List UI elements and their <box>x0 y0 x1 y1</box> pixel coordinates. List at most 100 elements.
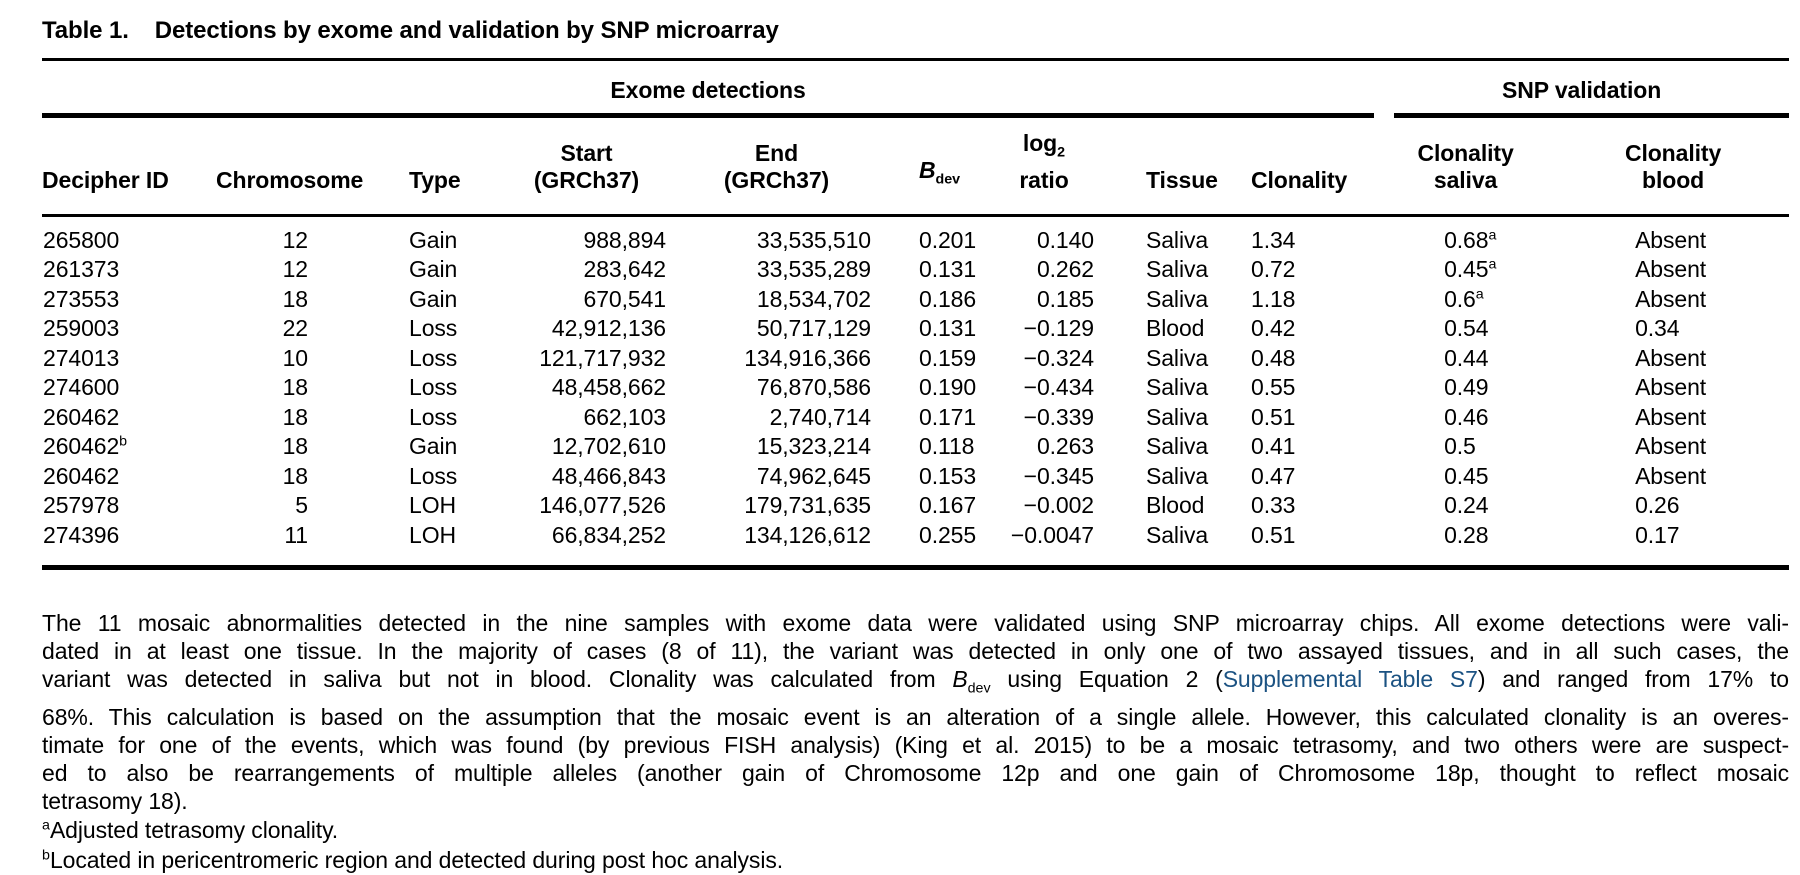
footnote-paragraph-line: ed to also be rearrangements of multiple… <box>42 759 1789 786</box>
cell-clonality: 0.55 <box>1251 374 1296 401</box>
table-row: 274396 11 LOH 66,834,252 134,126,612 0.255 −0.… <box>42 521 1789 566</box>
cell-type: Loss <box>409 374 458 401</box>
cell-chromosome: 5 <box>295 492 308 519</box>
cell-clonality-blood: 0.26 <box>1635 492 1680 519</box>
cell-clonality-saliva: 0.49 <box>1444 374 1489 401</box>
footnote-paragraph-line: dated in at least one tissue. In the maj… <box>42 638 1789 665</box>
cell-log2-ratio: −0.339 <box>1023 403 1094 430</box>
cell-start-grch37: 662,103 <box>583 403 667 430</box>
cell-start-grch37: 12,702,610 <box>551 433 666 460</box>
cell-chromosome: 12 <box>282 226 308 253</box>
cell-end-grch37: 15,323,214 <box>756 433 871 460</box>
cell-decipher-id: 273553 <box>43 285 120 312</box>
cell-decipher-id: 260462 <box>43 403 120 430</box>
cell-bdev: 0.167 <box>919 492 977 519</box>
cell-decipher-id: 259003 <box>43 315 120 342</box>
cell-bdev: 0.159 <box>919 344 977 371</box>
cell-tissue: Saliva <box>1146 374 1209 401</box>
cell-bdev: 0.153 <box>919 462 977 489</box>
cell-end-grch37: 50,717,129 <box>756 315 871 342</box>
table-row: 260462b 18 Gain 12,702,610 15,323,214 0.118 0.… <box>42 432 1789 462</box>
cell-clonality: 0.42 <box>1251 315 1296 342</box>
cell-clonality: 1.34 <box>1251 226 1296 253</box>
cell-log2-ratio: −0.434 <box>1023 374 1094 401</box>
cell-tissue: Saliva <box>1146 403 1209 430</box>
cell-chromosome: 18 <box>282 285 308 312</box>
cell-type: Loss <box>409 315 458 342</box>
cell-end-grch37: 134,916,366 <box>744 344 871 371</box>
table-body: 265800 12 Gain 988,894 33,535,510 0.201 0.140 S… <box>42 217 1789 566</box>
cell-decipher-id: 260462 <box>43 462 120 489</box>
cell-clonality-saliva: 0.54 <box>1444 315 1489 342</box>
cell-bdev: 0.131 <box>919 256 977 283</box>
cell-clonality-blood: Absent <box>1635 344 1707 371</box>
group-header-snp-validation: SNP validation <box>1374 61 1790 118</box>
cell-bdev: 0.171 <box>919 403 977 430</box>
cell-end-grch37: 33,535,510 <box>756 226 871 253</box>
data-table: Exome detections SNP validation Decipher… <box>42 61 1790 571</box>
cell-bdev: 0.131 <box>919 315 977 342</box>
cell-type: Gain <box>409 256 458 283</box>
supplemental-table-link[interactable]: Supplemental Table S7 <box>1222 666 1478 693</box>
table-row: 259003 22 Loss 42,912,136 50,717,129 0.131 −0.… <box>42 314 1789 344</box>
cell-clonality-saliva: 0.68a <box>1444 226 1497 253</box>
cell-log2-ratio: 0.140 <box>1036 226 1094 253</box>
column-header-decipher-id: Decipher ID <box>42 118 199 217</box>
cell-start-grch37: 146,077,526 <box>539 492 666 519</box>
cell-start-grch37: 48,458,662 <box>551 374 666 401</box>
cell-end-grch37: 33,535,289 <box>756 256 871 283</box>
cell-clonality-blood: 0.34 <box>1635 315 1680 342</box>
cell-log2-ratio: −0.129 <box>1023 315 1094 342</box>
table-row: 257978 5 LOH 146,077,526 179,731,635 0.167 −0.… <box>42 491 1789 521</box>
table-row: 273553 18 Gain 670,541 18,534,702 0.186 0.185 S… <box>42 285 1789 315</box>
column-header-clonality-saliva: Clonality saliva <box>1374 118 1558 217</box>
cell-type: LOH <box>409 521 456 548</box>
cell-decipher-id: 261373 <box>43 256 120 283</box>
cell-clonality: 0.48 <box>1251 344 1296 371</box>
cell-chromosome: 18 <box>282 403 308 430</box>
table-row: 274600 18 Loss 48,458,662 76,870,586 0.190 −0.… <box>42 373 1789 403</box>
cell-end-grch37: 76,870,586 <box>756 374 871 401</box>
cell-clonality-blood: 0.17 <box>1635 521 1680 548</box>
cell-decipher-id: 274013 <box>43 344 120 371</box>
cell-clonality-saliva: 0.28 <box>1444 521 1489 548</box>
cell-clonality-saliva: 0.6a <box>1444 285 1484 312</box>
cell-type: Loss <box>409 462 458 489</box>
cell-type: LOH <box>409 492 456 519</box>
table-row: 261373 12 Gain 283,642 33,535,289 0.131 0.262 S… <box>42 255 1789 285</box>
cell-clonality-saliva: 0.45 <box>1444 462 1489 489</box>
cell-clonality: 0.72 <box>1251 256 1296 283</box>
cell-tissue: Saliva <box>1146 521 1209 548</box>
cell-clonality-blood: Absent <box>1635 285 1707 312</box>
cell-decipher-id: 265800 <box>43 226 120 253</box>
cell-log2-ratio: −0.324 <box>1023 344 1094 371</box>
cell-start-grch37: 988,894 <box>583 226 667 253</box>
cell-clonality: 0.51 <box>1251 403 1296 430</box>
cell-log2-ratio: 0.262 <box>1036 256 1094 283</box>
column-header-bdev: Bdev <box>879 118 989 217</box>
table-row: 265800 12 Gain 988,894 33,535,510 0.201 0.140 S… <box>42 217 1789 256</box>
cell-type: Gain <box>409 285 458 312</box>
cell-chromosome: 22 <box>282 315 308 342</box>
cell-clonality: 0.33 <box>1251 492 1296 519</box>
cell-start-grch37: 121,717,932 <box>539 344 666 371</box>
cell-clonality: 0.51 <box>1251 521 1296 548</box>
column-header-start-grch37: Start (GRCh37) <box>499 118 674 217</box>
cell-log2-ratio: 0.263 <box>1036 433 1094 460</box>
cell-tissue: Saliva <box>1146 256 1209 283</box>
cell-type: Gain <box>409 226 458 253</box>
cell-start-grch37: 48,466,843 <box>551 462 666 489</box>
cell-clonality-saliva: 0.46 <box>1444 403 1489 430</box>
column-header-clonality-blood: Clonality blood <box>1557 118 1790 217</box>
table-footnote-block: The 11 mosaic abnormalities detected in … <box>42 609 1789 875</box>
cell-end-grch37: 74,962,645 <box>756 462 871 489</box>
table-title: Table 1. Detections by exome and validati… <box>42 13 1789 61</box>
cell-log2-ratio: −0.002 <box>1023 492 1094 519</box>
cell-clonality: 0.41 <box>1251 433 1296 460</box>
cell-type: Loss <box>409 403 458 430</box>
cell-tissue: Saliva <box>1146 433 1209 460</box>
footnote-paragraph-line: 68%. This calculation is based on the as… <box>42 703 1789 730</box>
cell-clonality-blood: Absent <box>1635 226 1707 253</box>
group-header-row: Exome detections SNP validation <box>42 61 1790 118</box>
column-header-type: Type <box>374 118 499 217</box>
